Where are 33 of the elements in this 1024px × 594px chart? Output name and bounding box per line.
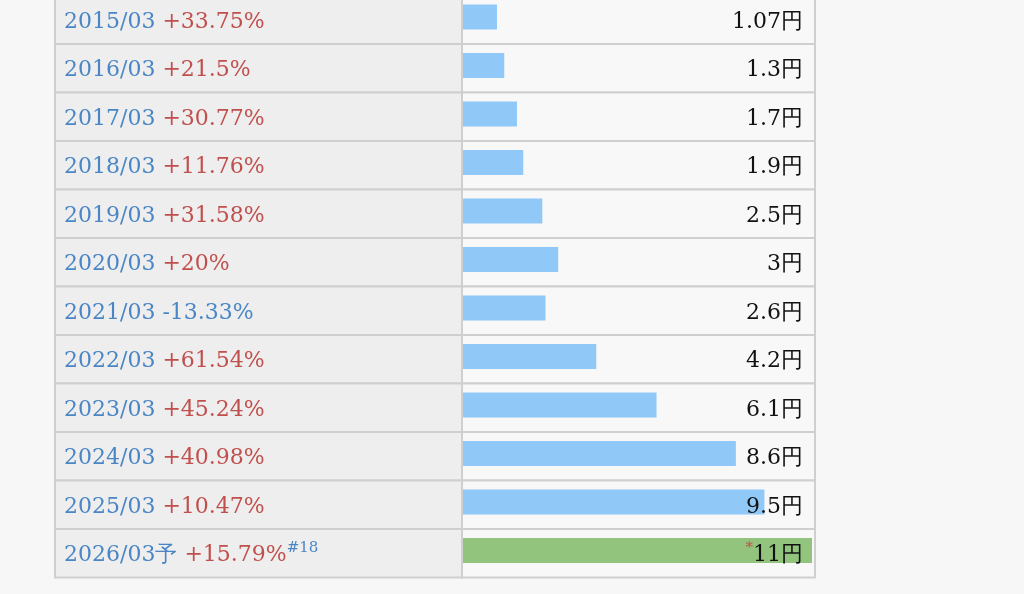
y-tick-label: 2020/03 +20% (64, 250, 230, 276)
bar (463, 198, 543, 224)
y-tick-label: 2018/03 +11.76% (64, 153, 265, 179)
y-tick-label: 2025/03 +10.47% (64, 492, 265, 518)
data-label: 1.7円 (746, 104, 803, 130)
bar (463, 101, 517, 127)
y-tick-label: 2019/03 +31.58% (64, 201, 265, 227)
bar (463, 247, 559, 272)
data-label: 2.5円 (746, 201, 803, 227)
bar (463, 392, 657, 418)
bar (463, 344, 597, 369)
data-label: $^{*}$11円 (745, 538, 803, 567)
data-label: 1.3円 (746, 56, 803, 82)
bar (463, 53, 505, 78)
data-label: 9.5円 (746, 492, 803, 518)
bar (463, 150, 524, 175)
y-tick-label: 2016/03 +21.5% (64, 56, 251, 82)
data-label: 6.1円 (746, 395, 803, 421)
y-tick-label: 2023/03 +45.24% (64, 395, 265, 421)
data-label: 1.07円 (732, 7, 803, 33)
bar (463, 4, 497, 30)
y-tick-label: 2017/03 +30.77% (64, 104, 265, 130)
y-tick-label: 2026/03予 +15.79%$^{#18}$ (64, 538, 319, 567)
y-tick-label: 2015/03 +33.75% (64, 7, 265, 33)
data-label: 1.9円 (746, 153, 803, 179)
data-label: 2.6円 (746, 298, 803, 324)
data-label: 8.6円 (746, 444, 803, 470)
y-tick-label: 2022/03 +61.54% (64, 347, 265, 373)
data-label: 4.2円 (746, 347, 803, 373)
data-label: 3円 (767, 250, 803, 276)
bar (463, 295, 546, 321)
y-tick-label: 2021/03 -13.33% (64, 298, 254, 324)
y-tick-label: 2024/03 +40.98% (64, 444, 265, 470)
